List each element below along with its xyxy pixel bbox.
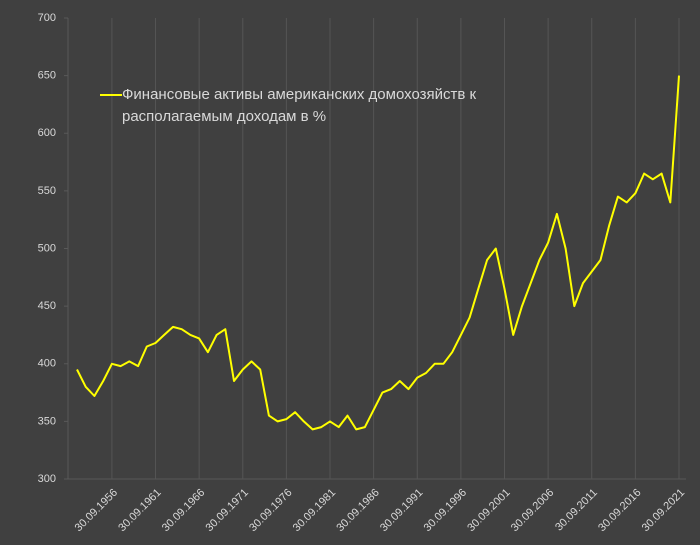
y-tick-label: 400 [38,358,56,370]
line-series [76,75,680,431]
x-tick-label: 30.09.1981 [291,487,338,534]
legend-label: Финансовые активы американских домохозяй… [122,86,477,125]
x-tick-label: 30.09.1976 [247,487,294,534]
y-tick-label: 600 [38,127,56,139]
x-tick-label: 30.09.2006 [509,487,556,534]
x-tick-label: 30.09.2016 [596,487,643,534]
x-tick-label: 30.09.2021 [640,487,687,534]
legend-swatch [100,94,122,96]
x-tick-label: 30.09.1971 [204,487,251,534]
y-tick-label: 450 [38,300,56,312]
x-tick-label: 30.09.1966 [160,487,207,534]
y-tick-label: 650 [38,70,56,82]
x-tick-label: 30.09.1991 [378,487,425,534]
y-tick-label: 500 [38,242,56,254]
x-tick-label: 30.09.1996 [422,487,469,534]
x-tick-label: 30.09.1961 [116,487,163,534]
y-tick-label: 700 [38,12,56,24]
x-tick-label: 30.09.2001 [465,487,512,534]
legend: Финансовые активы американских домохозяй… [100,84,520,128]
x-tick-label: 30.09.2011 [553,487,600,534]
x-tick-label: 30.09.1986 [334,487,381,534]
x-tick-label: 30.09.1956 [73,487,120,534]
y-tick-label: 550 [38,185,56,197]
y-tick-label: 300 [38,473,56,485]
y-tick-label: 350 [38,415,56,427]
